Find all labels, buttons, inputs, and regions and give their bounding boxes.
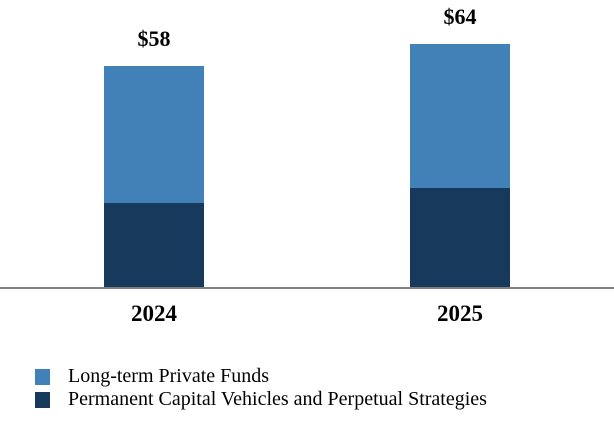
total-label-2025: $64 bbox=[443, 4, 477, 29]
plot-area: $58 $64 bbox=[104, 0, 510, 287]
x-tick-label-2025: 2025 bbox=[437, 301, 483, 326]
legend-item-permanent-capital-vehicles: Permanent Capital Vehicles and Perpetual… bbox=[35, 388, 487, 411]
total-label-2024: $58 bbox=[137, 26, 171, 51]
bar-segment-2025-permanent-capital-vehicles bbox=[410, 188, 510, 287]
bar-group-2025: $64 bbox=[410, 0, 510, 287]
legend-swatch-long-term-private-funds bbox=[35, 368, 50, 385]
legend-swatch-permanent-capital-vehicles bbox=[35, 391, 50, 408]
legend-label-permanent-capital-vehicles: Permanent Capital Vehicles and Perpetual… bbox=[68, 388, 487, 410]
x-tick-label-2024: 2024 bbox=[131, 301, 177, 326]
bar-2025 bbox=[410, 44, 510, 287]
legend-label-long-term-private-funds: Long-term Private Funds bbox=[68, 365, 270, 387]
x-axis-line bbox=[0, 287, 614, 289]
bar-segment-2025-long-term-private-funds bbox=[410, 44, 510, 188]
bar-group-2024: $58 bbox=[104, 0, 204, 287]
bar-segment-2024-long-term-private-funds bbox=[104, 66, 204, 203]
bar-segment-2024-permanent-capital-vehicles bbox=[104, 203, 204, 287]
bar-2024 bbox=[104, 66, 204, 287]
legend-item-long-term-private-funds: Long-term Private Funds bbox=[35, 365, 487, 388]
legend: Long-term Private Funds Permanent Capita… bbox=[35, 365, 487, 411]
